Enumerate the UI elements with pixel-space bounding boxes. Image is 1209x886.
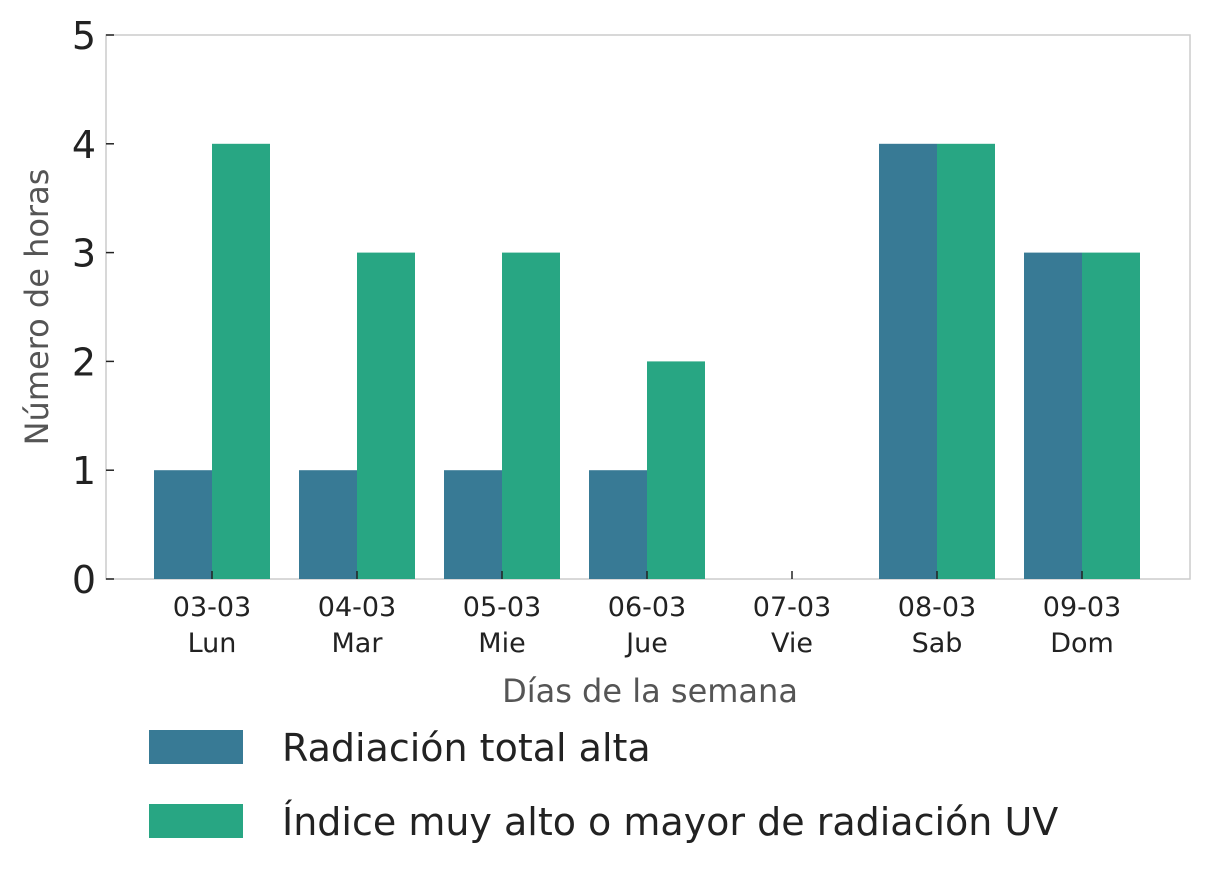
bar-radiacion-total-5 [879,143,937,580]
y-tick-label: 2 [72,340,96,384]
bar-radiacion-total-2 [444,470,502,579]
y-tick-label: 0 [72,558,96,602]
bar-indice-uv-1 [357,252,415,579]
bars-layer [154,143,1140,580]
bar-indice-uv-0 [212,143,270,580]
bar-radiacion-total-3 [589,470,647,579]
bar-radiacion-total-0 [154,470,212,579]
legend-swatch-0 [149,730,243,764]
x-tick-label: 06-03 Jue [608,592,686,659]
x-tick-label: 09-03 Dom [1043,592,1121,659]
y-tick-label: 5 [72,14,96,58]
legend-swatch-1 [149,804,243,838]
legend-label-1: Índice muy alto o mayor de radiación UV [282,800,1058,844]
x-tick-label: 03-03 Lun [173,592,251,659]
bar-radiacion-total-6 [1024,252,1082,579]
bar-radiacion-total-1 [299,470,357,579]
bar-indice-uv-5 [937,143,995,580]
bar-indice-uv-3 [647,361,705,579]
y-axis-title: Número de horas [18,169,56,446]
bar-indice-uv-6 [1082,252,1140,579]
x-tick-label: 08-03 Sab [898,592,976,659]
y-tick-label: 1 [72,449,96,493]
x-tick-label: 05-03 Mie [463,592,541,659]
legend-label-0: Radiación total alta [282,726,651,770]
y-tick-label: 3 [72,232,96,276]
y-axis: 0 1 2 3 4 5 [72,14,114,602]
x-tick-label: 04-03 Mar [318,592,396,659]
x-tick-label: 07-03 Vie [753,592,831,659]
x-axis: 03-03 Lun 04-03 Mar 05-03 Mie 06-03 Jue 07-03 Vie… [173,571,1121,659]
legend: Radiación total alta Índice muy alto o ma… [149,726,1058,844]
y-tick-label: 4 [72,123,96,167]
x-axis-title: Días de la semana [502,672,798,710]
bar-indice-uv-2 [502,252,560,579]
